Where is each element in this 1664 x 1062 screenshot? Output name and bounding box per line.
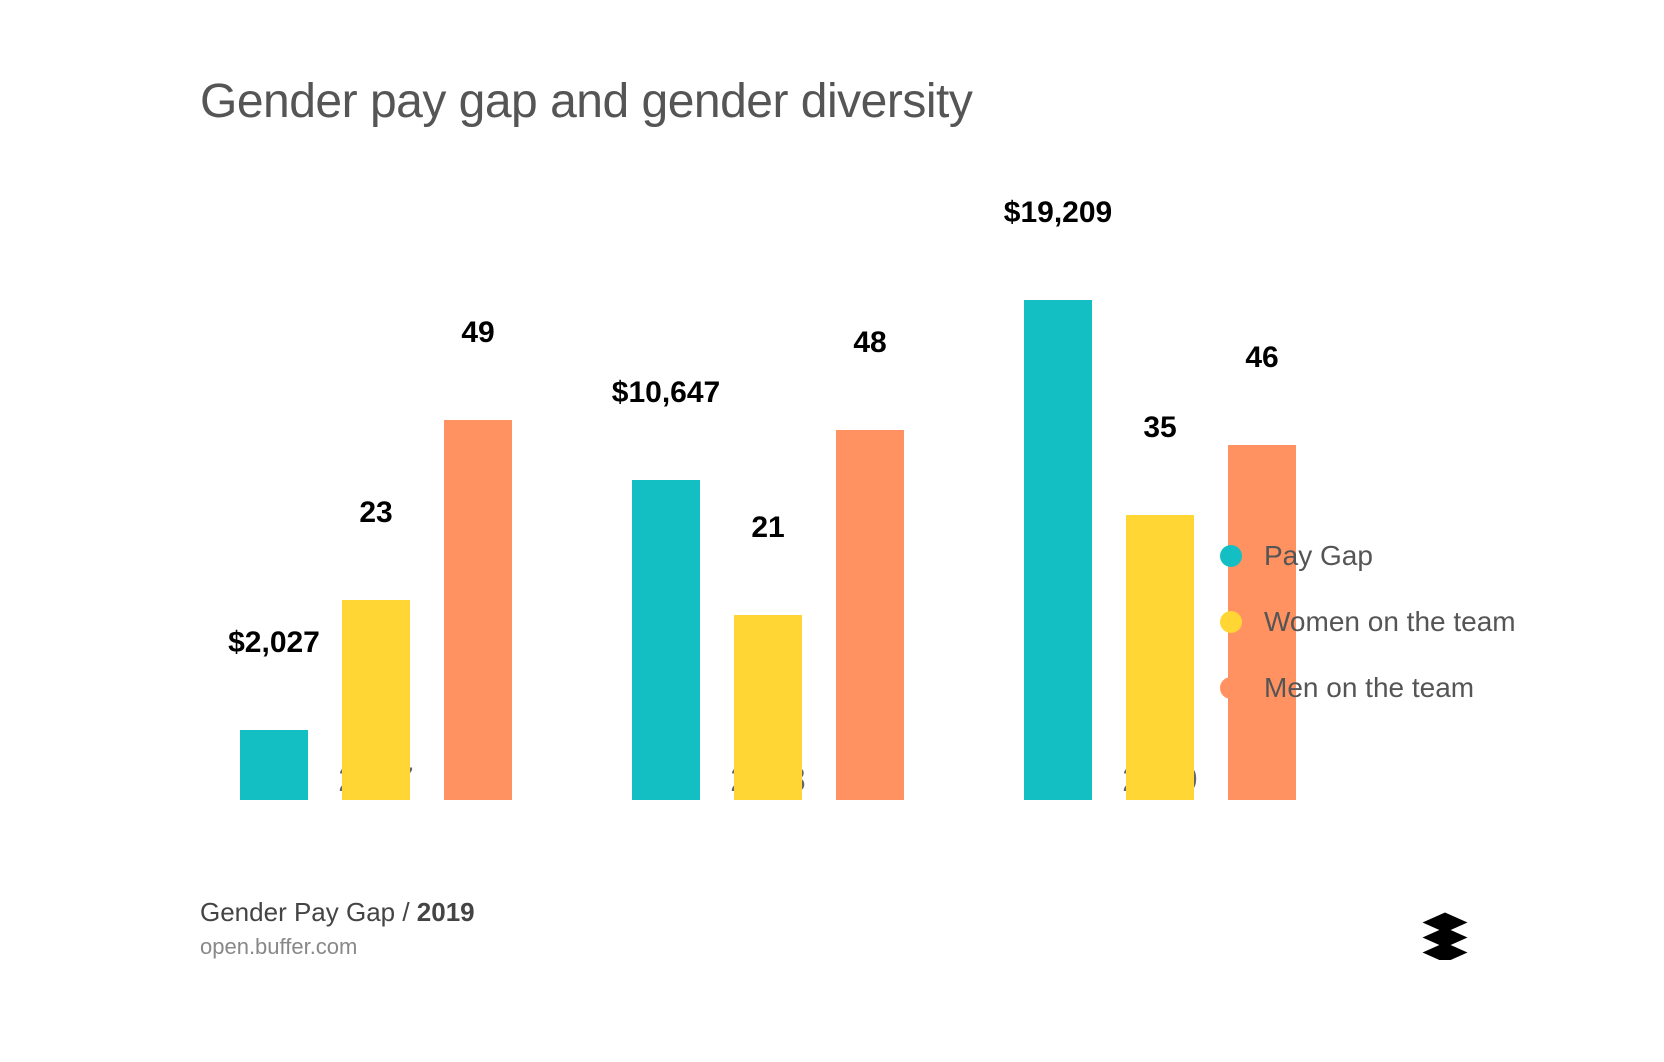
legend-color-dot bbox=[1220, 677, 1242, 699]
buffer-logo-icon bbox=[1420, 910, 1470, 960]
footer-year: 2019 bbox=[417, 897, 475, 927]
chart-legend: Pay Gap Women on the team Men on the team bbox=[1220, 540, 1516, 738]
footer-prefix: Gender Pay Gap / bbox=[200, 897, 417, 927]
bar-value-label: 46 bbox=[1202, 341, 1322, 375]
bar-women bbox=[342, 600, 410, 800]
bar-value-label: 21 bbox=[708, 511, 828, 545]
bar-value-label: $19,209 bbox=[998, 196, 1118, 230]
bar-men bbox=[444, 420, 512, 800]
bar-pay_gap bbox=[240, 730, 308, 800]
chart-title: Gender pay gap and gender diversity bbox=[200, 74, 972, 129]
legend-color-dot bbox=[1220, 611, 1242, 633]
legend-color-dot bbox=[1220, 545, 1242, 567]
chart-canvas: Gender pay gap and gender diversity 2017… bbox=[140, 30, 1520, 1030]
bar-value-label: 49 bbox=[418, 316, 538, 350]
bar-pay_gap bbox=[632, 480, 700, 800]
legend-label: Women on the team bbox=[1264, 606, 1516, 638]
legend-item: Pay Gap bbox=[1220, 540, 1516, 572]
chart-footer: Gender Pay Gap / 2019 open.buffer.com bbox=[200, 897, 475, 960]
footer-source: open.buffer.com bbox=[200, 934, 475, 960]
bar-value-label: $10,647 bbox=[606, 376, 726, 410]
bar-value-label: 48 bbox=[810, 326, 930, 360]
legend-label: Pay Gap bbox=[1264, 540, 1373, 572]
bar-value-label: 35 bbox=[1100, 411, 1220, 445]
footer-title: Gender Pay Gap / 2019 bbox=[200, 897, 475, 928]
bar-value-label: $2,027 bbox=[214, 626, 334, 660]
bar-value-label: 23 bbox=[316, 496, 436, 530]
bar-men bbox=[836, 430, 904, 800]
legend-item: Women on the team bbox=[1220, 606, 1516, 638]
bar-pay_gap bbox=[1024, 300, 1092, 800]
legend-item: Men on the team bbox=[1220, 672, 1516, 704]
legend-label: Men on the team bbox=[1264, 672, 1474, 704]
chart-plot-area: 2017$2,02723492018$10,64721482019$19,209… bbox=[200, 240, 1200, 800]
bar-women bbox=[1126, 515, 1194, 800]
bar-women bbox=[734, 615, 802, 800]
